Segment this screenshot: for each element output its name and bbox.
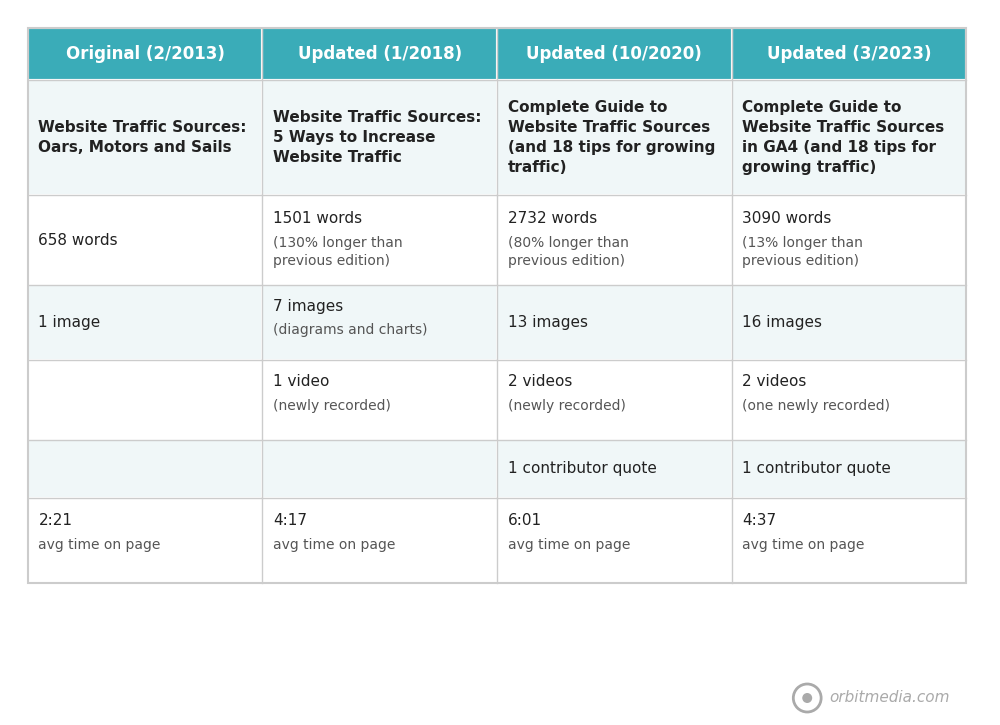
Text: 658 words: 658 words: [38, 233, 118, 247]
Text: 16 images: 16 images: [742, 315, 822, 330]
Text: Website Traffic Sources:
5 Ways to Increase
Website Traffic: Website Traffic Sources: 5 Ways to Incre…: [273, 110, 482, 165]
Text: (one newly recorded): (one newly recorded): [742, 399, 890, 413]
Text: Updated (10/2020): Updated (10/2020): [526, 45, 702, 63]
Bar: [262, 285, 497, 360]
Bar: [262, 28, 497, 80]
Text: Complete Guide to
Website Traffic Sources
in GA4 (and 18 tips for
growing traffi: Complete Guide to Website Traffic Source…: [742, 100, 944, 175]
Text: orbitmedia.com: orbitmedia.com: [829, 690, 950, 705]
Text: (newly recorded): (newly recorded): [508, 399, 625, 413]
Bar: [497, 285, 732, 360]
Bar: [732, 440, 966, 498]
Bar: [28, 80, 262, 195]
Text: (80% longer than
previous edition): (80% longer than previous edition): [508, 236, 628, 268]
Bar: [497, 28, 732, 80]
Text: 6:01: 6:01: [508, 513, 542, 529]
Bar: [732, 80, 966, 195]
Bar: [497, 195, 732, 285]
Text: 3090 words: 3090 words: [742, 211, 832, 226]
Text: 1 contributor quote: 1 contributor quote: [742, 462, 891, 476]
Text: (13% longer than
previous edition): (13% longer than previous edition): [742, 236, 863, 268]
Text: (130% longer than
previous edition): (130% longer than previous edition): [273, 236, 403, 268]
Bar: [497, 498, 732, 583]
Text: 4:37: 4:37: [742, 513, 776, 529]
Bar: [28, 360, 262, 440]
Text: avg time on page: avg time on page: [38, 538, 161, 552]
Text: Complete Guide to
Website Traffic Sources
(and 18 tips for growing
traffic): Complete Guide to Website Traffic Source…: [508, 100, 715, 175]
Text: Original (2/2013): Original (2/2013): [66, 45, 225, 63]
Bar: [262, 195, 497, 285]
Text: 7 images: 7 images: [273, 299, 343, 313]
Bar: [262, 80, 497, 195]
Text: 1501 words: 1501 words: [273, 211, 362, 226]
Bar: [28, 440, 262, 498]
Text: avg time on page: avg time on page: [273, 538, 395, 552]
Bar: [732, 28, 966, 80]
Text: Updated (3/2023): Updated (3/2023): [767, 45, 931, 63]
Bar: [497, 80, 732, 195]
Bar: [262, 498, 497, 583]
Bar: [28, 498, 262, 583]
Text: 2 videos: 2 videos: [508, 374, 572, 389]
Text: 4:17: 4:17: [273, 513, 307, 529]
Text: (diagrams and charts): (diagrams and charts): [273, 323, 428, 337]
Bar: [732, 195, 966, 285]
Bar: [28, 285, 262, 360]
Bar: [732, 498, 966, 583]
Bar: [262, 360, 497, 440]
Text: (newly recorded): (newly recorded): [273, 399, 391, 413]
Text: 1 video: 1 video: [273, 374, 329, 389]
Text: avg time on page: avg time on page: [508, 538, 630, 552]
Circle shape: [802, 693, 812, 703]
Text: Updated (1/2018): Updated (1/2018): [298, 45, 462, 63]
Text: avg time on page: avg time on page: [742, 538, 865, 552]
Text: Website Traffic Sources:
Oars, Motors and Sails: Website Traffic Sources: Oars, Motors an…: [38, 120, 247, 155]
Bar: [262, 440, 497, 498]
Text: 1 image: 1 image: [38, 315, 101, 330]
Bar: [28, 28, 262, 80]
Bar: [28, 28, 966, 583]
Bar: [28, 195, 262, 285]
Text: 13 images: 13 images: [508, 315, 588, 330]
Bar: [497, 360, 732, 440]
Bar: [732, 360, 966, 440]
Bar: [732, 285, 966, 360]
Text: 2:21: 2:21: [38, 513, 72, 529]
Text: 1 contributor quote: 1 contributor quote: [508, 462, 656, 476]
Text: 2 videos: 2 videos: [742, 374, 807, 389]
Bar: [497, 440, 732, 498]
Text: 2732 words: 2732 words: [508, 211, 597, 226]
